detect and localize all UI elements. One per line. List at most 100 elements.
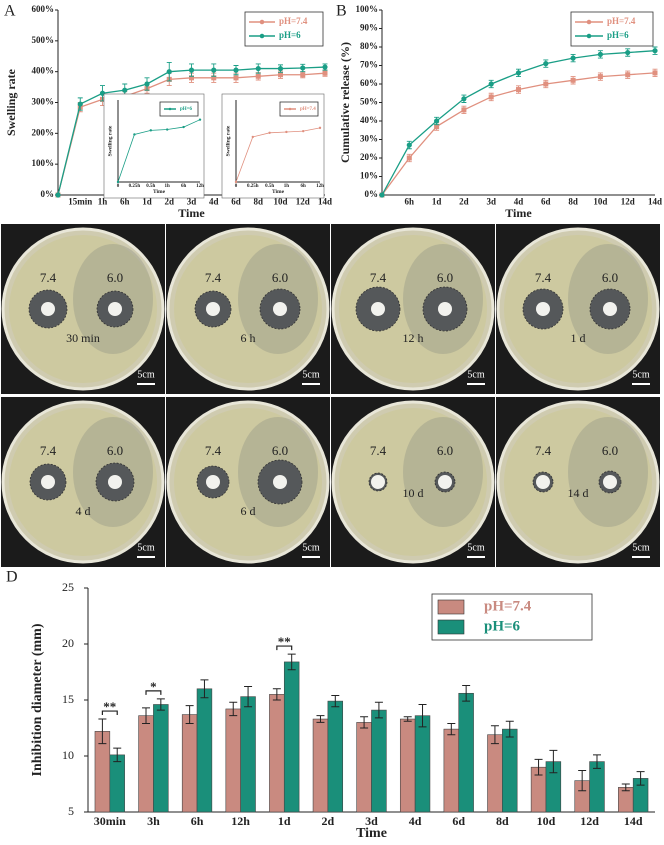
- scale-label: 5cm: [302, 542, 319, 553]
- bar: [196, 688, 213, 813]
- sample-disc: [536, 302, 550, 316]
- y-tick-label: 30%: [360, 134, 378, 144]
- sample-disc: [603, 475, 617, 489]
- error-bar: [418, 703, 427, 728]
- x-tick-label: 2d: [322, 814, 335, 828]
- x-tick-label: 12h: [231, 814, 250, 828]
- error-bar: [621, 783, 630, 792]
- x-axis-label: Time: [356, 826, 387, 840]
- bar: [356, 722, 372, 813]
- x-tick-label: 3d: [187, 196, 197, 206]
- y-tick-label: 20: [62, 636, 74, 650]
- y-tick-label: 80%: [360, 41, 378, 51]
- error-bar: [113, 747, 122, 763]
- x-tick-label: 0.5h: [146, 184, 155, 189]
- data-point: [149, 129, 152, 132]
- agar: [339, 408, 487, 556]
- error-bar: [142, 707, 151, 725]
- x-tick-label: 0.5h: [265, 184, 274, 189]
- data-point: [166, 69, 172, 75]
- data-point: [166, 128, 169, 131]
- error-bar: [244, 686, 253, 708]
- bar: [240, 696, 256, 813]
- bar: [283, 661, 300, 813]
- panel-label: D: [6, 569, 18, 586]
- data-line: [117, 119, 201, 183]
- error-bar: [462, 684, 471, 702]
- bar: [225, 708, 241, 813]
- significance-bracket: [145, 690, 162, 695]
- x-tick-label: 3d: [365, 814, 378, 828]
- data-point: [55, 192, 61, 198]
- y-tick-label: 25: [62, 580, 74, 594]
- data-point: [234, 180, 238, 184]
- y-tick-label: 600%: [32, 4, 55, 14]
- ph-label: 7.4: [40, 270, 57, 285]
- bar: [443, 728, 460, 813]
- legend-label: pH=6: [279, 30, 301, 40]
- sample-disc: [108, 302, 122, 316]
- x-tick-label: 6h: [301, 184, 307, 189]
- bar: [269, 694, 285, 813]
- ph-label: 6.0: [437, 443, 453, 458]
- error-bar: [331, 695, 340, 708]
- scale-label: 5cm: [467, 369, 484, 380]
- legend-label: pH=7.4: [484, 598, 532, 614]
- x-tick-label: 15min: [68, 196, 92, 206]
- x-tick-label: 1h: [165, 184, 171, 189]
- scale-label: 5cm: [467, 542, 484, 553]
- time-label: 6 d: [241, 504, 256, 518]
- error-bar: [287, 653, 296, 671]
- data-point: [268, 131, 271, 134]
- y-axis-label: Inhibition diameter (mm): [30, 623, 45, 776]
- y-axis-label: Swelling rate: [4, 68, 18, 136]
- bar: [414, 715, 431, 813]
- y-axis-label: Cumulative release (%): [338, 42, 352, 163]
- data-point: [233, 67, 239, 73]
- data-point: [300, 65, 306, 71]
- x-tick-label: 0.25h: [129, 184, 141, 189]
- data-point: [461, 96, 467, 102]
- ph-label: 7.4: [535, 443, 552, 458]
- data-point: [543, 81, 549, 87]
- bar: [502, 728, 518, 813]
- error-bar: [272, 688, 281, 701]
- x-tick-label: 10d: [593, 196, 607, 206]
- data-point: [434, 118, 440, 124]
- error-bar: [185, 705, 194, 725]
- error-bar: [636, 771, 645, 786]
- data-point: [77, 101, 83, 107]
- x-tick-label: 1d: [142, 196, 152, 206]
- y-tick-label: 10%: [360, 171, 378, 181]
- x-tick-label: 12d: [296, 196, 310, 206]
- error-bar: [403, 716, 412, 722]
- ph-label: 6.0: [602, 443, 618, 458]
- sample-disc: [536, 475, 550, 489]
- ph-label: 7.4: [535, 270, 552, 285]
- y-tick-label: 100%: [356, 4, 379, 14]
- data-point: [189, 75, 194, 81]
- data-point: [322, 64, 328, 70]
- data-line: [235, 127, 321, 183]
- x-tick-label: 0: [235, 184, 238, 189]
- bar: [109, 754, 125, 813]
- sample-disc: [438, 302, 452, 316]
- bacterial-lawn: [403, 417, 483, 527]
- scale-label: 5cm: [137, 369, 154, 380]
- sample-disc: [438, 475, 452, 489]
- legend-swatch: [437, 619, 465, 635]
- scale-label: 5cm: [632, 542, 649, 553]
- panel-label: B: [336, 3, 347, 20]
- x-tick-label: 3h: [147, 814, 160, 828]
- agar: [339, 235, 487, 383]
- x-tick-label: 1h: [98, 196, 108, 206]
- data-point: [652, 48, 658, 54]
- legend-label: pH=6: [484, 618, 521, 634]
- x-tick-label: 8d: [253, 196, 263, 206]
- y-axis-label: Swelling rate: [225, 125, 231, 156]
- data-point: [116, 180, 120, 184]
- ph-label: 6.0: [602, 270, 618, 285]
- data-point: [211, 67, 217, 73]
- data-point: [516, 87, 521, 93]
